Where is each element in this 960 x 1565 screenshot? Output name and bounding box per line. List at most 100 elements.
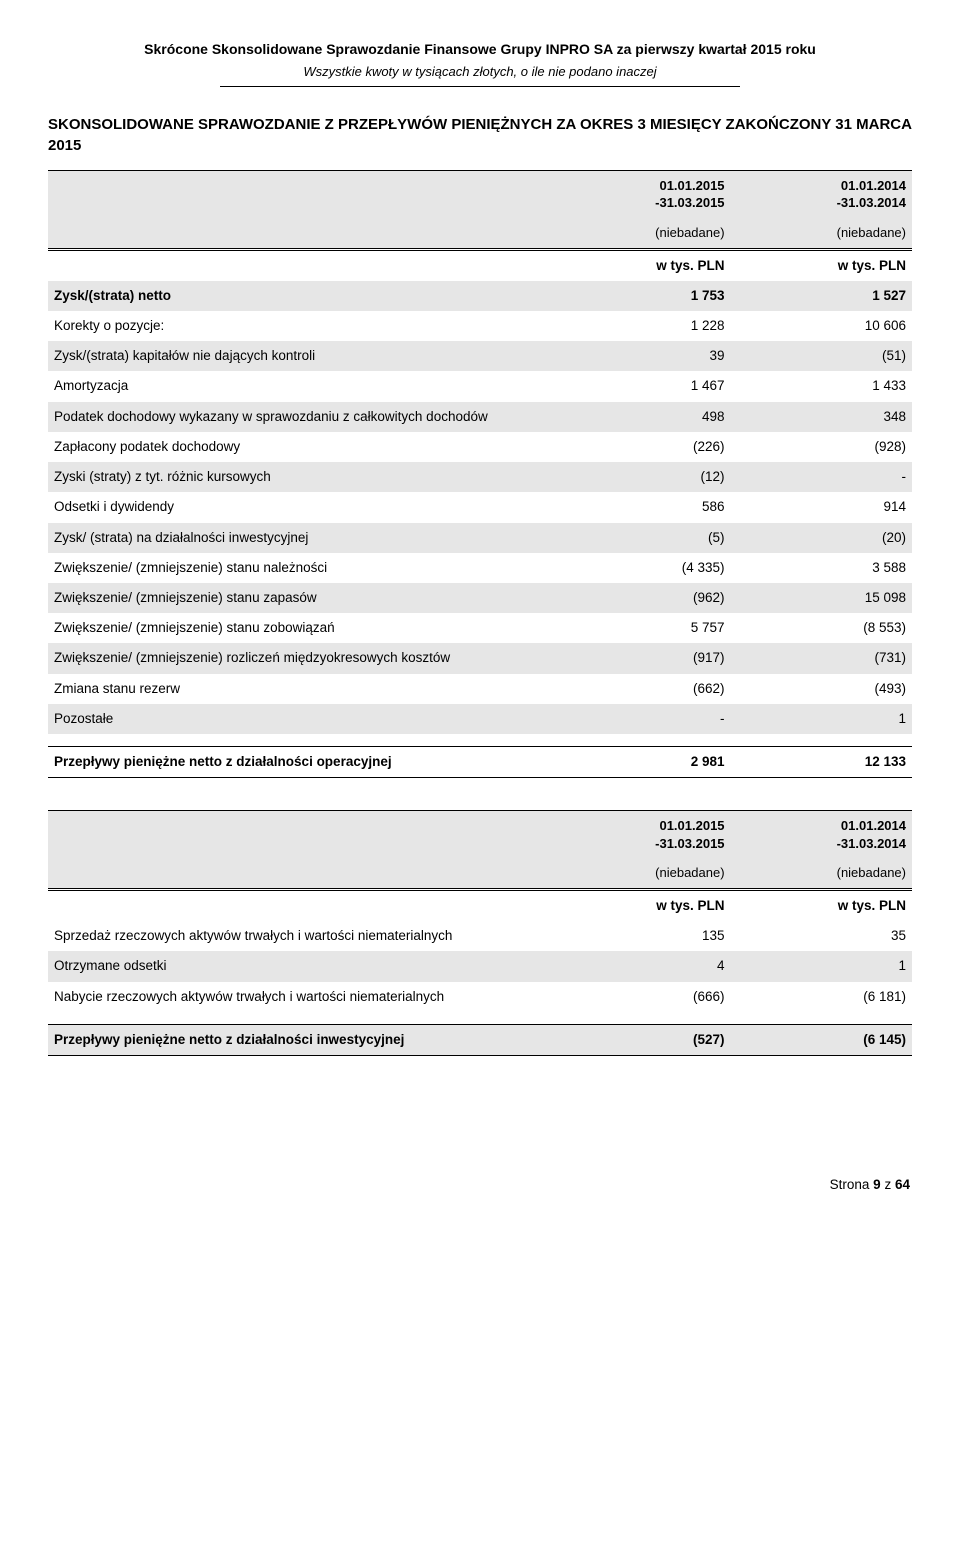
period1-unit: w tys. PLN xyxy=(549,249,730,281)
period-header-row-2: 01.01.2015 -31.03.2015 01.01.2014 -31.03… xyxy=(48,811,912,859)
op-label: Zmiana stanu rezerw xyxy=(48,674,549,704)
op-value-period2: 1 433 xyxy=(731,371,912,401)
op-value-period1: 1 753 xyxy=(549,281,730,311)
op-row: Zyski (straty) z tyt. różnic kursowych(1… xyxy=(48,462,912,492)
period2-unit: w tys. PLN xyxy=(731,249,912,281)
op-value-period1: (5) xyxy=(549,523,730,553)
investing-total-v2: (6 145) xyxy=(731,1024,912,1055)
inv-label: Nabycie rzeczowych aktywów trwałych i wa… xyxy=(48,982,549,1012)
investing-cashflow-table: 01.01.2015 -31.03.2015 01.01.2014 -31.03… xyxy=(48,810,912,1056)
op-value-period2: (8 553) xyxy=(731,613,912,643)
op-value-period2: 348 xyxy=(731,402,912,432)
operating-cashflow-table: 01.01.2015 -31.03.2015 01.01.2014 -31.03… xyxy=(48,170,912,778)
inv-value-period2: 35 xyxy=(731,921,912,951)
op-value-period1: 5 757 xyxy=(549,613,730,643)
period1-audit: (niebadane) xyxy=(549,218,730,249)
op-value-period2: 3 588 xyxy=(731,553,912,583)
op-row: Podatek dochodowy wykazany w sprawozdani… xyxy=(48,402,912,432)
period1-dates-2: 01.01.2015 -31.03.2015 xyxy=(549,811,730,859)
op-row: Zapłacony podatek dochodowy(226)(928) xyxy=(48,432,912,462)
operating-total-v1: 2 981 xyxy=(549,747,730,778)
op-value-period1: 586 xyxy=(549,492,730,522)
op-row: Korekty o pozycje:1 22810 606 xyxy=(48,311,912,341)
op-value-period1: (962) xyxy=(549,583,730,613)
footer-label: Strona xyxy=(830,1177,870,1192)
op-value-period2: - xyxy=(731,462,912,492)
op-value-period1: (12) xyxy=(549,462,730,492)
inv-row: Sprzedaż rzeczowych aktywów trwałych i w… xyxy=(48,921,912,951)
period2-dates: 01.01.2014 -31.03.2014 xyxy=(731,170,912,218)
document-title: Skrócone Skonsolidowane Sprawozdanie Fin… xyxy=(48,40,912,59)
subtitle-rule xyxy=(220,86,740,87)
op-label: Odsetki i dywidendy xyxy=(48,492,549,522)
inv-label: Sprzedaż rzeczowych aktywów trwałych i w… xyxy=(48,921,549,951)
section-title: SKONSOLIDOWANE SPRAWOZDANIE Z PRZEPŁYWÓW… xyxy=(48,115,912,156)
op-value-period1: 1 467 xyxy=(549,371,730,401)
op-row: Zysk/(strata) kapitałów nie dających kon… xyxy=(48,341,912,371)
audit-status-row-2: (niebadane) (niebadane) xyxy=(48,858,912,889)
inv-value-period1: 4 xyxy=(549,951,730,981)
op-value-period2: 1 xyxy=(731,704,912,734)
page-footer: Strona 9 z 64 xyxy=(48,1176,912,1194)
op-label: Zwiększenie/ (zmniejszenie) stanu zapasó… xyxy=(48,583,549,613)
investing-total-label: Przepływy pieniężne netto z działalności… xyxy=(48,1024,549,1055)
audit-status-row: (niebadane) (niebadane) xyxy=(48,218,912,249)
period-header-row: 01.01.2015 -31.03.2015 01.01.2014 -31.03… xyxy=(48,170,912,218)
op-value-period2: 914 xyxy=(731,492,912,522)
op-value-period2: (20) xyxy=(731,523,912,553)
op-value-period2: 1 527 xyxy=(731,281,912,311)
op-label: Podatek dochodowy wykazany w sprawozdani… xyxy=(48,402,549,432)
op-label: Zysk/(strata) kapitałów nie dających kon… xyxy=(48,341,549,371)
unit-row: w tys. PLN w tys. PLN xyxy=(48,249,912,281)
op-label: Pozostałe xyxy=(48,704,549,734)
op-row: Zwiększenie/ (zmniejszenie) rozliczeń mi… xyxy=(48,643,912,673)
op-label: Zysk/ (strata) na działalności inwestycy… xyxy=(48,523,549,553)
op-value-period1: (226) xyxy=(549,432,730,462)
op-label: Zwiększenie/ (zmniejszenie) stanu zobowi… xyxy=(48,613,549,643)
operating-total-v2: 12 133 xyxy=(731,747,912,778)
op-value-period2: 15 098 xyxy=(731,583,912,613)
op-label: Zysk/(strata) netto xyxy=(48,281,549,311)
op-value-period2: (731) xyxy=(731,643,912,673)
op-label: Zwiększenie/ (zmniejszenie) stanu należn… xyxy=(48,553,549,583)
inv-row: Otrzymane odsetki41 xyxy=(48,951,912,981)
op-row: Zysk/(strata) netto1 7531 527 xyxy=(48,281,912,311)
op-value-period1: (662) xyxy=(549,674,730,704)
op-row: Zwiększenie/ (zmniejszenie) stanu zapasó… xyxy=(48,583,912,613)
op-row: Pozostałe-1 xyxy=(48,704,912,734)
op-value-period1: - xyxy=(549,704,730,734)
operating-total-label: Przepływy pieniężne netto z działalności… xyxy=(48,747,549,778)
inv-value-period1: 135 xyxy=(549,921,730,951)
op-row: Zwiększenie/ (zmniejszenie) stanu zobowi… xyxy=(48,613,912,643)
footer-of: z xyxy=(884,1177,891,1192)
period1-dates: 01.01.2015 -31.03.2015 xyxy=(549,170,730,218)
op-value-period1: 1 228 xyxy=(549,311,730,341)
inv-value-period2: (6 181) xyxy=(731,982,912,1012)
op-value-period1: 39 xyxy=(549,341,730,371)
op-label: Amortyzacja xyxy=(48,371,549,401)
op-label: Zwiększenie/ (zmniejszenie) rozliczeń mi… xyxy=(48,643,549,673)
op-value-period2: (51) xyxy=(731,341,912,371)
op-row: Zmiana stanu rezerw(662)(493) xyxy=(48,674,912,704)
inv-label: Otrzymane odsetki xyxy=(48,951,549,981)
op-value-period2: (493) xyxy=(731,674,912,704)
op-value-period2: 10 606 xyxy=(731,311,912,341)
op-value-period1: (917) xyxy=(549,643,730,673)
op-row: Zysk/ (strata) na działalności inwestycy… xyxy=(48,523,912,553)
footer-page: 9 xyxy=(873,1177,881,1192)
investing-total-v1: (527) xyxy=(549,1024,730,1055)
op-label: Zyski (straty) z tyt. różnic kursowych xyxy=(48,462,549,492)
op-label: Korekty o pozycje: xyxy=(48,311,549,341)
op-label: Zapłacony podatek dochodowy xyxy=(48,432,549,462)
inv-value-period1: (666) xyxy=(549,982,730,1012)
period2-dates-2: 01.01.2014 -31.03.2014 xyxy=(731,811,912,859)
period2-audit: (niebadane) xyxy=(731,218,912,249)
op-row: Odsetki i dywidendy586914 xyxy=(48,492,912,522)
document-subtitle: Wszystkie kwoty w tysiącach złotych, o i… xyxy=(48,63,912,81)
op-value-period1: (4 335) xyxy=(549,553,730,583)
inv-value-period2: 1 xyxy=(731,951,912,981)
investing-total-row: Przepływy pieniężne netto z działalności… xyxy=(48,1024,912,1055)
op-row: Amortyzacja1 4671 433 xyxy=(48,371,912,401)
footer-total: 64 xyxy=(895,1177,910,1192)
op-row: Zwiększenie/ (zmniejszenie) stanu należn… xyxy=(48,553,912,583)
